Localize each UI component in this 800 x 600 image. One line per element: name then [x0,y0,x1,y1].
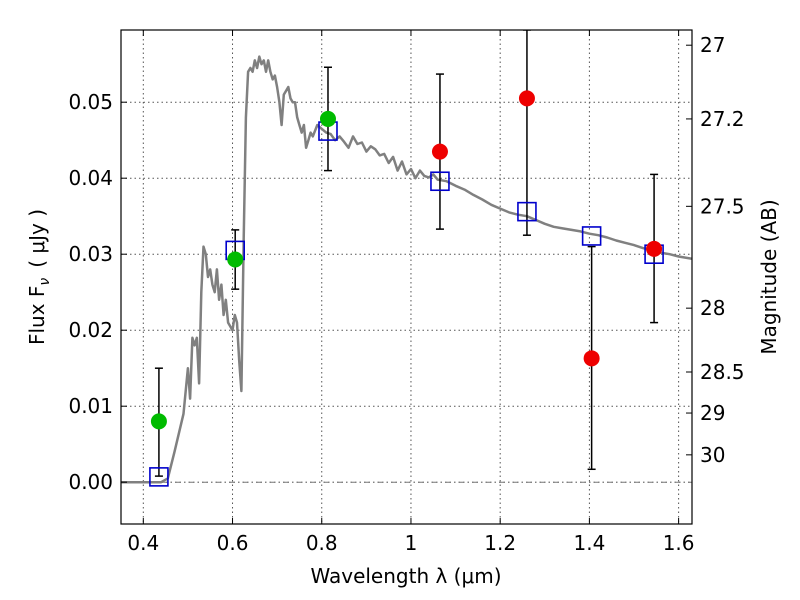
y2-tick-label: 27.2 [700,107,745,131]
x-tick-label: 0.6 [217,531,249,555]
model-photometry-square [430,171,450,192]
y-tick-label: 0.05 [68,90,113,114]
green-data-point [319,110,336,127]
y2-tick-label: 29 [700,401,725,425]
grid-layer [121,30,692,524]
tick-layer: 0.4 0.6 0.8 1 1.2 1.4 1.6 0.00 0.01 0.02 0.03 0.04 0… [68,30,745,555]
y-tick-label: 0.00 [68,470,113,494]
green-data-point [227,251,244,268]
y2-tick-label: 27 [700,33,725,57]
x-tick-label: 1.6 [663,531,695,555]
green-data-point [150,413,167,430]
x-tick-label: 0.4 [127,531,159,555]
model-photometry-square [517,201,537,222]
red-data-point [431,143,448,160]
y-axis-label-main: Flux F [25,286,49,345]
red-data-point [583,350,600,367]
y-axis-label-subscript: ν [37,278,53,286]
svg-text:Flux Fν( μJy ): Flux Fν ( μJy ) [25,209,53,345]
y2-tick-label: 28 [700,296,725,320]
y-tick-label: 0.04 [68,166,113,190]
x-tick-label: 1.2 [484,531,516,555]
y2-tick-label: 28.5 [700,360,745,384]
plot-frame [120,29,693,525]
y-axis-label: Flux Fν ( μJy ) [25,209,53,345]
y2-tick-label: 30 [700,443,725,467]
red-data-point [646,240,663,257]
model-photometry-square [149,467,169,487]
red-data-point [518,90,535,107]
plot-layer [121,30,692,487]
model-photometry-square [581,226,602,246]
y-axis-label-unit: ( μJy ) [25,209,49,268]
model-spectrum-line [121,55,692,484]
x-axis-label: Wavelength λ (μm) [310,564,501,588]
y-tick-label: 0.02 [68,318,113,342]
x-tick-label: 1 [405,531,418,555]
x-tick-label: 1.4 [573,531,605,555]
y-tick-label: 0.01 [68,394,113,418]
x-tick-label: 0.8 [306,531,338,555]
y2-tick-label: 27.5 [700,194,745,218]
y2-axis-label: Magnitude (AB) [757,199,781,354]
y-tick-label: 0.03 [68,242,113,266]
